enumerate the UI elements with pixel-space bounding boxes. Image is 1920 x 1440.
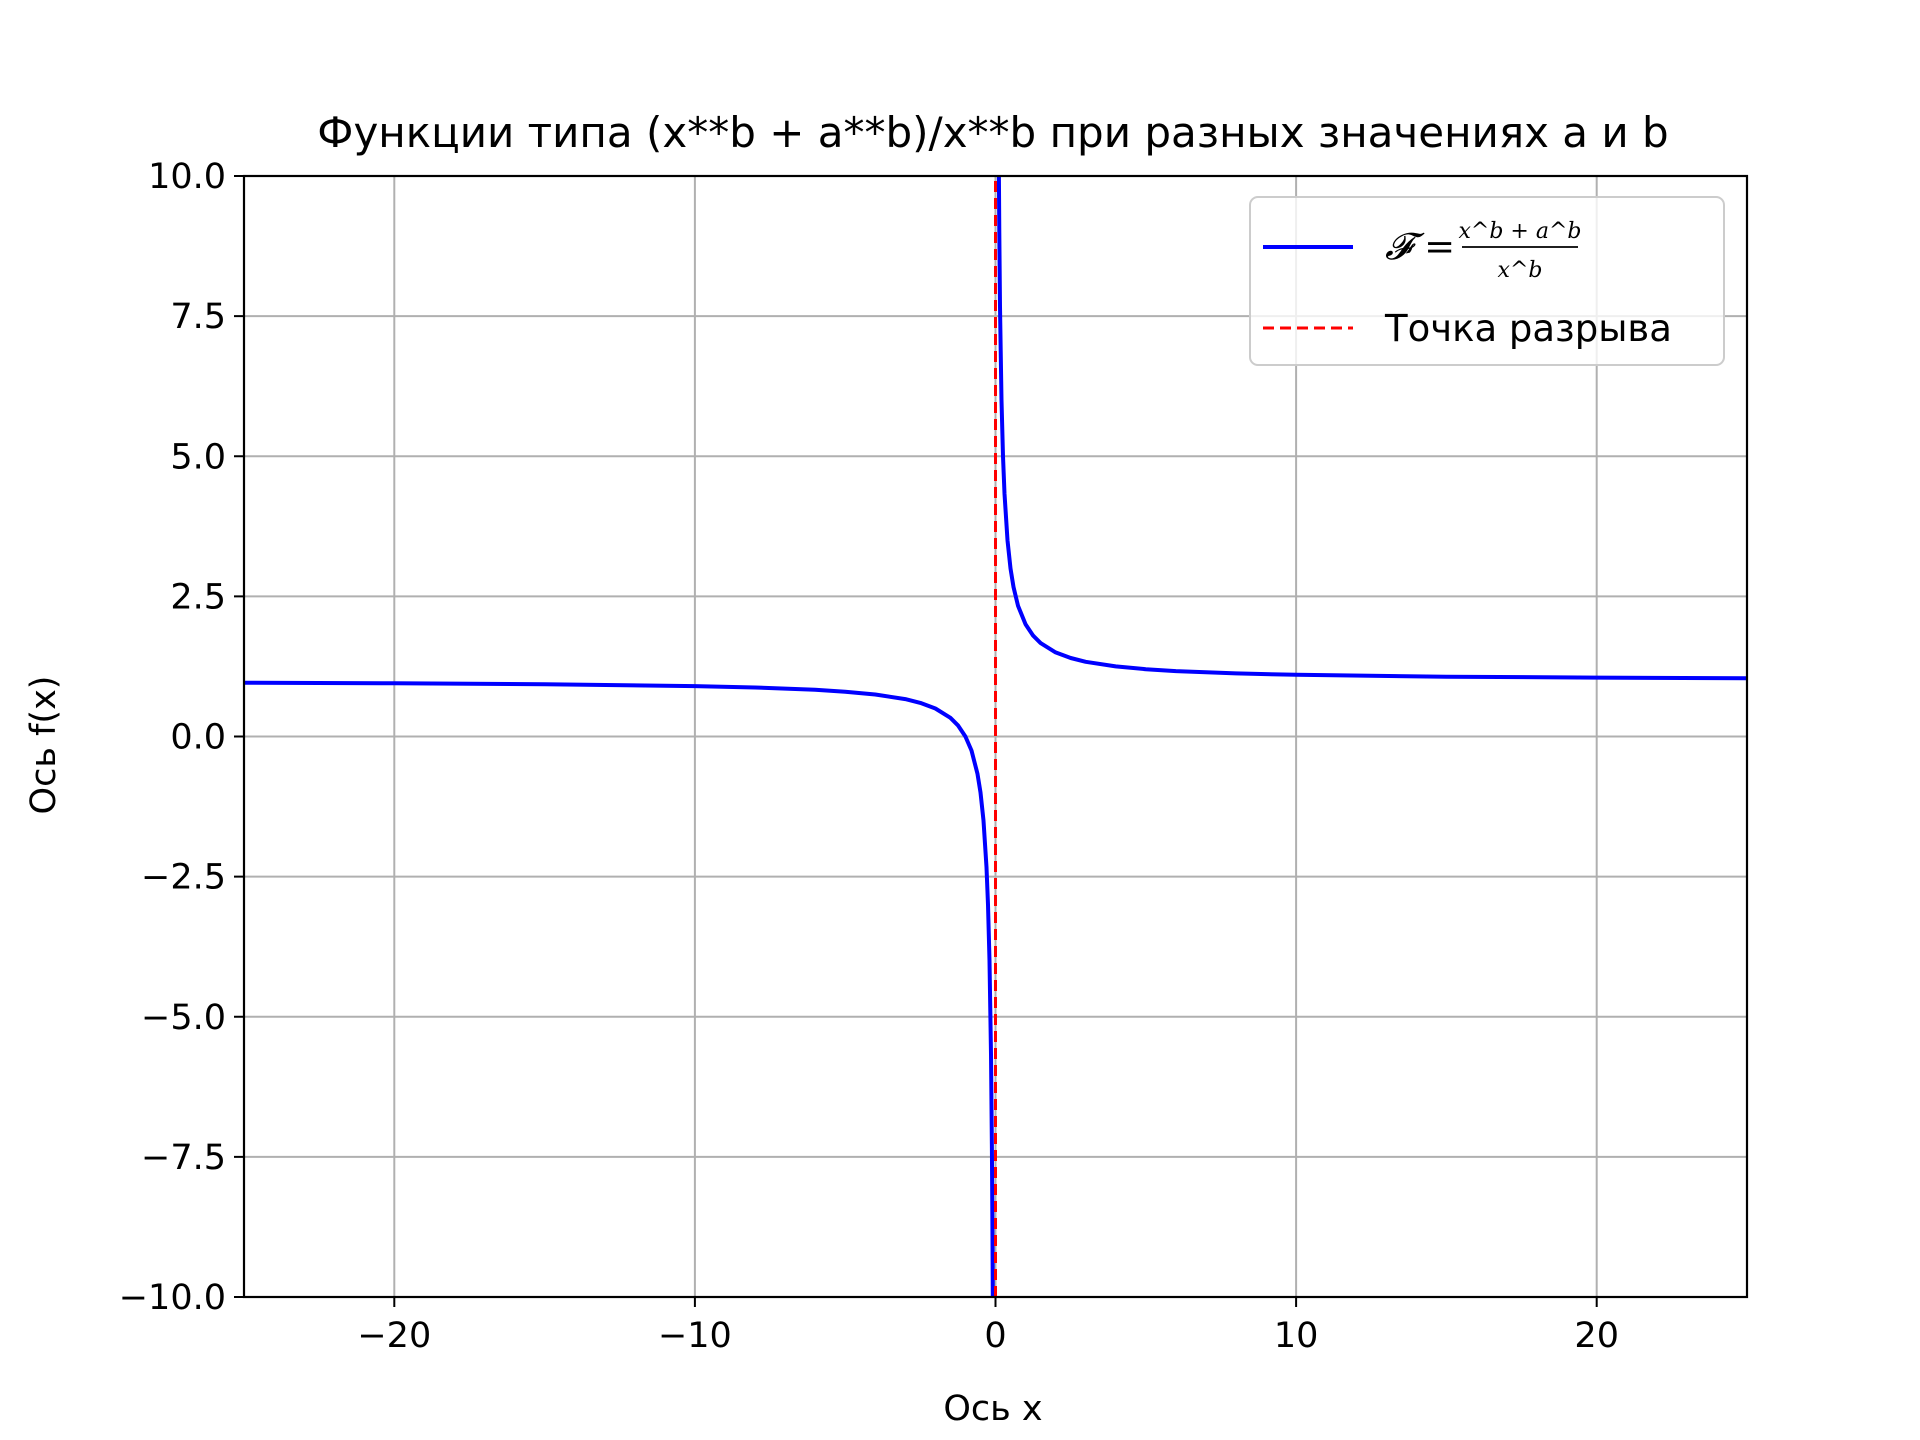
y-axis-label: Ось f(x) xyxy=(24,676,64,815)
y-tick-label: −10.0 xyxy=(119,1278,226,1318)
y-tick-label: −5.0 xyxy=(141,998,226,1038)
y-tick-label: −7.5 xyxy=(141,1138,226,1178)
chart-title: Функции типа (x**b + a**b)/x**b при разн… xyxy=(317,108,1668,157)
x-tick-label: −10 xyxy=(658,1316,732,1356)
series-line-function-1 xyxy=(996,176,1747,681)
y-tick-label: 7.5 xyxy=(170,297,226,337)
legend-label-discontinuity: Точка разрыва xyxy=(1384,307,1672,350)
y-tick-label: 10.0 xyxy=(148,157,226,197)
x-axis-label: Ось x xyxy=(943,1389,1042,1429)
ticks: −20 −10 0 10 20 10.0 7.5 5.0 2.5 0.0 −2.5 −5.0 −7.5 −… xyxy=(119,157,1619,1356)
x-tick-label: 10 xyxy=(1274,1316,1319,1356)
legend-formula-lhs: 𝓕 = xyxy=(1385,225,1455,268)
y-tick-label: −2.5 xyxy=(141,858,226,898)
y-tick-label: 2.5 xyxy=(170,577,226,617)
legend-formula-numerator: x^b + a^b xyxy=(1459,219,1582,244)
legend-label-function: 𝓕 = x^b + a^b x^b xyxy=(1385,219,1581,283)
x-tick-label: 20 xyxy=(1574,1316,1619,1356)
plot-area xyxy=(244,176,1747,1297)
series-line-function-0 xyxy=(244,680,995,1297)
x-tick-label: 0 xyxy=(984,1316,1006,1356)
legend-box xyxy=(1249,196,1725,366)
legend-formula-denominator: x^b xyxy=(1498,258,1543,283)
y-tick-label: 5.0 xyxy=(170,437,226,477)
y-tick-label: 0.0 xyxy=(170,718,226,758)
legend: 𝓕 = x^b + a^b x^b Точка разрыва xyxy=(1249,196,1725,366)
x-tick-label: −20 xyxy=(357,1316,431,1356)
